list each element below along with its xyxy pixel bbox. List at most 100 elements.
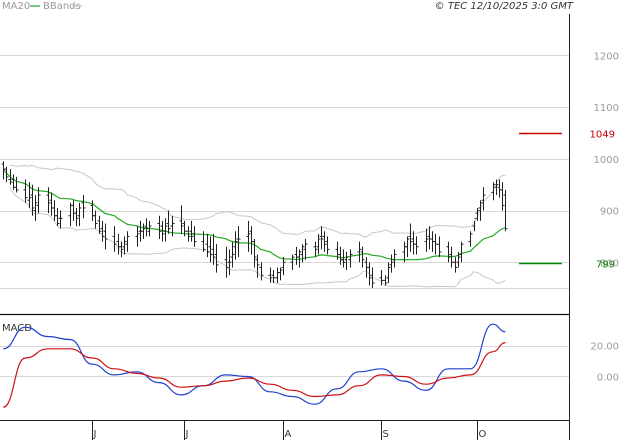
ohlc-bar (297, 249, 302, 268)
ohlc-bar (74, 207, 79, 227)
ohlc-bar (100, 220, 105, 242)
ohlc-bar (278, 267, 283, 281)
ohlc-bar (141, 223, 146, 239)
ohlc-bar (357, 241, 362, 263)
ohlc-bar (500, 182, 505, 211)
marker-label-799: 799 (596, 260, 615, 271)
ohlc-bar (166, 210, 171, 234)
ohlc-bar (201, 231, 206, 252)
ohlc-bar (68, 202, 73, 227)
macd-y-tick-label: 0.00 (597, 372, 619, 383)
ohlc-bar (186, 226, 191, 242)
price-markers: 1049 799 (519, 130, 615, 271)
ohlc-bar (246, 220, 251, 252)
ohlc-bar (33, 195, 38, 221)
ohlc-bar (36, 187, 41, 214)
ohlc-bar (255, 254, 260, 278)
ohlc-bar (491, 182, 496, 201)
ohlc-bar (103, 223, 108, 250)
ohlc-bar (77, 202, 82, 227)
price-y-tick-label: 1100 (594, 103, 619, 114)
ohlc-bar (367, 262, 372, 286)
ohlc-bar (383, 275, 388, 286)
ohlc-bar (170, 215, 175, 237)
source-timestamp: © TEC 12/10/2025 3:0 GMT (435, 1, 574, 12)
ohlc-bar (392, 249, 397, 268)
ohlc-bar (414, 236, 419, 255)
ohlc-bar (147, 220, 152, 237)
ohlc-bar (472, 217, 477, 232)
ohlc-bar (449, 246, 454, 268)
ohlc-bar (163, 218, 168, 242)
ohlc-bar (268, 267, 273, 283)
bbands-upper (9, 164, 506, 238)
ohlc-bar (408, 223, 413, 252)
ohlc-bar (71, 200, 76, 221)
ohlc-bar (135, 226, 140, 247)
ohlc-bar (125, 231, 130, 252)
ohlc-bar (8, 169, 13, 185)
ohlc-bar (478, 200, 483, 221)
ohlc-bar (316, 233, 321, 255)
ohlc-bar (468, 231, 473, 247)
ohlc-bar (503, 189, 508, 232)
ohlc-bar (208, 236, 213, 263)
ohlc-bar (214, 244, 219, 273)
price-y-tick-label: 1200 (594, 51, 619, 62)
ohlc-bar (386, 262, 391, 283)
ohlc-bars (1, 161, 508, 289)
ohlc-bar (281, 257, 286, 276)
ohlc-bar (325, 236, 330, 255)
ohlc-bar (370, 267, 375, 289)
macd-lines (2, 323, 506, 408)
ohlc-bar (205, 233, 210, 258)
price-y-axis: 800 900 1000 1100 1200 (594, 51, 619, 269)
ohlc-bar (97, 215, 102, 234)
ohlc-bar (81, 195, 86, 219)
ohlc-bar (360, 246, 365, 268)
ohlc-bar (322, 231, 327, 252)
ohlc-bar (230, 241, 235, 268)
ohlc-bar (411, 231, 416, 255)
ohlc-bar (389, 254, 394, 273)
ohlc-bar (189, 220, 194, 242)
ohlc-bar (341, 249, 346, 268)
ohlc-bar (233, 231, 238, 260)
price-y-tick-label: 1000 (594, 155, 619, 166)
x-tick-label: J (185, 429, 189, 440)
ohlc-bar (46, 187, 51, 214)
x-tick-label: O (479, 429, 487, 440)
legend-bbands-label: BBands (43, 1, 81, 12)
x-tick-label: A (285, 429, 292, 440)
price-y-tick-label: 800 (600, 258, 619, 269)
ohlc-bar (348, 249, 353, 268)
price-grid (0, 55, 569, 289)
ohlc-bar (144, 218, 149, 237)
price-y-tick-label: 900 (600, 207, 619, 218)
ohlc-bar (252, 239, 257, 268)
macd-y-axis: 0.00 20.00 (590, 342, 619, 384)
ohlc-bar (290, 254, 295, 271)
macd-signal-line (2, 342, 506, 408)
ohlc-bar (30, 184, 35, 216)
ohlc-bar (52, 200, 57, 221)
ohlc-bar (456, 251, 461, 268)
ohlc-bar (259, 262, 264, 281)
ohlc-bar (300, 244, 305, 263)
ohlc-bar (313, 241, 318, 258)
ohlc-bar (179, 205, 184, 234)
ohlc-bar (192, 226, 197, 247)
ohlc-bar (112, 226, 117, 252)
ohlc-bar (453, 257, 458, 273)
ohlc-bar (4, 166, 9, 183)
ohlc-bar (119, 241, 124, 258)
ohlc-bar (446, 241, 451, 263)
ohlc-bar (271, 270, 276, 283)
ohlc-bar (475, 207, 480, 221)
ohlc-bar (459, 241, 464, 263)
ohlc-bar (224, 246, 229, 278)
ohlc-bar (424, 228, 429, 252)
ohlc-bar (23, 179, 28, 203)
macd-label: MACD (2, 323, 32, 334)
